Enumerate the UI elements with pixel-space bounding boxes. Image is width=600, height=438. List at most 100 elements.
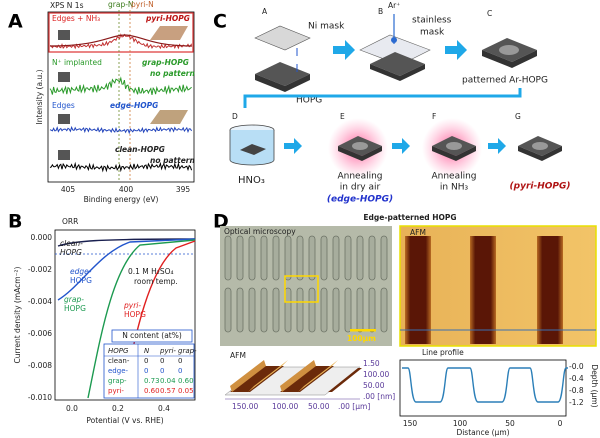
label: edge- — [70, 267, 92, 276]
label: A — [8, 11, 23, 33]
label: 405 — [61, 185, 76, 194]
table-cell: grap- — [108, 377, 127, 385]
afm-image — [399, 225, 597, 347]
label: N⁺ implanted — [52, 58, 102, 67]
label: Edges — [52, 101, 75, 110]
spectrum — [49, 125, 193, 135]
label: HOPG — [60, 248, 82, 257]
label: clean- — [60, 239, 83, 248]
hopg-side — [338, 146, 382, 161]
label: Distance (μm) — [456, 428, 509, 437]
hopg-side — [518, 146, 562, 161]
label: grap-N — [108, 0, 134, 9]
label: 50.00 — [363, 381, 385, 390]
table-cell: 0.60 — [144, 387, 160, 395]
label: Line profile — [422, 348, 464, 357]
label: E — [340, 112, 345, 121]
label: pyri- — [123, 301, 141, 310]
label: HOPG — [296, 96, 322, 106]
highlight-box — [48, 12, 194, 53]
label: AFM — [230, 351, 246, 360]
table-cell: clean- — [108, 357, 130, 365]
label: 100.00 — [363, 370, 389, 379]
step-arrow — [284, 138, 302, 154]
table-cell: 0.73 — [144, 377, 160, 385]
sample-icon — [58, 72, 70, 82]
label: clean-HOPG — [115, 145, 165, 154]
spectrum — [49, 161, 193, 173]
label: ORR — [62, 217, 78, 226]
sample-icon — [58, 30, 70, 40]
label: -0.006 — [28, 329, 52, 338]
table-box — [103, 343, 195, 399]
label: HOPG — [64, 304, 86, 313]
label: 400 — [119, 185, 134, 194]
label: C — [487, 9, 492, 18]
table-cell: 0 — [144, 367, 148, 375]
label: 395 — [176, 185, 191, 194]
table-cell: 0 — [144, 357, 148, 365]
label: patterned Ar-HOPG — [462, 76, 548, 86]
sample-photo — [150, 26, 188, 40]
label: grap- — [64, 295, 84, 304]
label: N content (at%) — [122, 331, 182, 340]
label: no pattern — [150, 69, 195, 78]
label: Annealing — [337, 172, 382, 182]
label: A — [262, 7, 268, 16]
label: G — [515, 112, 521, 121]
label: in dry air — [340, 183, 381, 193]
xps-frame — [47, 11, 195, 183]
label: 100 — [453, 419, 468, 428]
hopg-side — [255, 74, 310, 92]
label: -0.0 — [569, 362, 584, 371]
label: Annealing — [431, 172, 476, 182]
label: HOPG — [124, 310, 146, 319]
label: 150 — [403, 419, 418, 428]
table-cell: pyri- — [108, 387, 124, 395]
label: in NH₃ — [440, 183, 469, 193]
sample-photo — [150, 110, 188, 124]
label: AFM — [410, 228, 426, 237]
table-cell: 0 — [160, 367, 164, 375]
label: Edges + NH₃ — [52, 14, 100, 23]
hopg-side — [432, 146, 476, 161]
profile-curve — [402, 367, 568, 403]
label: .00 [μm] — [338, 402, 370, 411]
table-header: pyri- — [159, 347, 176, 355]
spectra — [49, 33, 193, 173]
label: 0.0 — [66, 404, 78, 413]
connector — [243, 88, 522, 108]
label: (pyri-HOPG) — [510, 182, 571, 192]
clean-curve — [57, 238, 196, 247]
label: Ni mask — [308, 22, 345, 32]
label: 50.00 — [308, 402, 330, 411]
label: -0.010 — [28, 393, 52, 402]
slot-pattern — [222, 232, 390, 336]
label: Edge-patterned HOPG — [363, 213, 456, 222]
label: grap-HOPG — [142, 58, 189, 67]
label: Potential (V vs. RHE) — [86, 416, 163, 425]
sample-icon — [58, 114, 70, 124]
label: 0 — [558, 419, 563, 428]
step-arrow — [445, 40, 467, 60]
afm-stripe — [470, 236, 496, 344]
label: C — [213, 11, 227, 33]
label: 150.00 — [232, 402, 258, 411]
label: -0.008 — [28, 361, 52, 370]
label: HNO₃ — [238, 175, 265, 186]
label: pyri-N — [131, 0, 154, 9]
table-cell: edge- — [108, 367, 129, 375]
label: no pattern — [150, 156, 195, 165]
hopg-side — [370, 64, 425, 81]
edge-curve — [57, 238, 196, 301]
label: mask — [420, 28, 445, 38]
label: -0.004 — [28, 297, 52, 306]
scale-bar — [350, 329, 376, 332]
hopg-block — [255, 62, 310, 86]
label: .00 [nm] — [363, 392, 395, 401]
table-cell: 0.60 — [178, 377, 194, 385]
table-header: grap- — [178, 347, 197, 355]
